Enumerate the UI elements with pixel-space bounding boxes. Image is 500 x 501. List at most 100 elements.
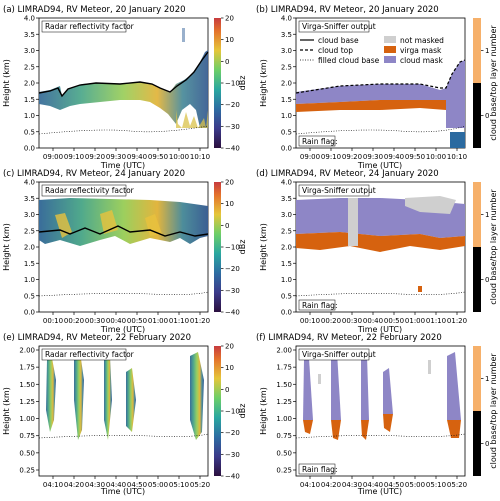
panel-b-legend: cloud base cloud top filled cloud base n…: [300, 36, 444, 65]
x-tick-label: 09:10: [321, 153, 341, 161]
colorbar-tick-label: 0: [225, 58, 229, 66]
panel-e-xlabel: Time (UTC): [100, 487, 145, 496]
y-tick-label: 2.0: [281, 244, 292, 252]
x-tick-label: 00:50: [384, 317, 404, 325]
panel-f-xlabel: Time (UTC): [357, 487, 402, 496]
x-tick-label: 04:50: [384, 481, 404, 489]
panel-c-ylabel: Height (km): [2, 223, 11, 271]
x-tick-label: 01:00: [405, 317, 425, 325]
panel-f-x-ticks: 04:10 04:20 04:30 04:40 04:50 05:00 05:10 05:20: [300, 476, 467, 489]
y-tick-label: 3.5: [24, 31, 35, 39]
legend-cloud-mask: cloud mask: [400, 56, 444, 65]
x-tick-label: 05:20: [447, 481, 467, 489]
panel-c-cloud: [39, 198, 208, 246]
y-tick-label: 0.5: [24, 128, 35, 136]
x-tick-label: 09:10: [64, 153, 84, 161]
y-tick-label: 1.50: [276, 381, 292, 389]
panel-a-title: (a) LIMRAD94, RV Meteor, 20 January 2020: [3, 5, 186, 15]
y-tick-label: 1.00: [276, 415, 292, 423]
panel-c-filled-base-line: [38, 291, 209, 297]
panel-a-xlabel: Time (UTC): [100, 161, 145, 170]
legend-not-masked: not masked: [400, 36, 444, 45]
colorbar-tick-label: 20: [225, 179, 234, 187]
panel-d-title: (d) LIMRAD94, RV Meteor, 24 January 2020: [256, 169, 439, 179]
colorbar-tick-label: −10: [225, 244, 240, 252]
panel-a-cloud: [39, 28, 208, 128]
y-tick-label: 0.0: [281, 309, 292, 317]
colorbar-tick-label: 10: [225, 36, 234, 44]
y-tick-label: 0.50: [19, 449, 35, 457]
panel-e-x-ticks: 04:10 04:20 04:30 04:40 04:50 05:00 05:10 05:20: [43, 476, 210, 489]
panel-f-rain-flag-label: Rain flag:: [302, 465, 337, 474]
panel-a-colorbar-ticks: 20 10 0 −10 −20 −30 −40: [221, 15, 240, 153]
x-tick-label: 00:20: [64, 317, 84, 325]
x-tick-label: 09:50: [148, 153, 168, 161]
x-tick-label: 00:50: [127, 317, 147, 325]
colorbar-tick-label: −10: [225, 80, 240, 88]
panel-b-colorbar-ticks: 10: [481, 47, 489, 120]
x-tick-label: 09:00: [43, 153, 63, 161]
x-tick-label: 09:20: [85, 153, 105, 161]
x-tick-label: 04:30: [85, 481, 105, 489]
y-tick-label: 1.5: [281, 96, 292, 104]
y-tick-label: 0.50: [276, 449, 292, 457]
colorbar-tick-label: 20: [225, 343, 234, 351]
panel-d: (d) LIMRAD94, RV Meteor, 24 January 2020…: [256, 169, 498, 334]
x-tick-label: 09:30: [106, 153, 126, 161]
panel-a-y-ticks: 0.0 0.5 1.0 1.5 2.0 2.5 3.0 3.5 4.0: [24, 15, 39, 153]
panel-a-box-label: Radar reflectivity factor: [45, 22, 135, 31]
panel-e-colorbar-ticks: 20 10 0 −10 −20 −30 −40: [221, 343, 240, 481]
x-tick-label: 00:30: [85, 317, 105, 325]
colorbar-tick-label: −10: [225, 408, 240, 416]
panel-d-colorbar-ticks: 10: [481, 211, 489, 284]
colorbar-tick-label: 0: [485, 440, 489, 448]
panel-b-y-ticks: 0.0 0.5 1.0 1.5 2.0 2.5 3.0 3.5 4.0: [281, 15, 296, 153]
panel-c-xlabel: Time (UTC): [100, 325, 145, 334]
panel-b-x-ticks: 09:00 09:10 09:20 09:30 09:40 09:50 10:00 10:10: [300, 148, 467, 161]
panel-f: (f) LIMRAD94, RV Meteor, 22 February 202…: [256, 333, 498, 496]
x-tick-label: 04:10: [300, 481, 320, 489]
y-tick-label: 1.75: [276, 364, 292, 372]
x-tick-label: 04:40: [106, 481, 126, 489]
x-tick-label: 05:10: [169, 481, 189, 489]
y-tick-label: 0.0: [281, 145, 292, 153]
legend-cloud-top: cloud top: [318, 46, 353, 55]
panel-c-colorbar: [214, 182, 221, 312]
y-tick-label: 2.5: [24, 227, 35, 235]
colorbar-tick-label: −30: [225, 287, 240, 295]
panel-b-ylabel: Height (km): [259, 59, 268, 107]
panel-c-x-ticks: 00:10 00:20 00:30 00:40 00:50 01:00 01:10 01:20: [43, 312, 210, 325]
colorbar-tick-label: 1: [485, 211, 489, 219]
colorbar-tick-label: −30: [225, 123, 240, 131]
y-tick-label: 2.0: [24, 244, 35, 252]
panel-d-filled-base-line: [295, 291, 466, 297]
panel-d-masks: [296, 196, 465, 292]
y-tick-label: 4.0: [24, 15, 35, 23]
panel-f-colorbar-label: cloud base/top layer number: [489, 353, 498, 469]
x-tick-label: 09:40: [127, 153, 147, 161]
legend-cloud-base: cloud base: [318, 36, 359, 45]
panel-b-frame: [295, 17, 466, 149]
y-tick-label: 1.25: [19, 398, 35, 406]
panel-f-box-label: Virga-Sniffer output: [302, 350, 376, 359]
colorbar-tick-label: −20: [225, 429, 240, 437]
x-tick-label: 00:10: [43, 317, 63, 325]
panel-e-box-label: Radar reflectivity factor: [45, 350, 135, 359]
panel-a-ylabel: Height (km): [2, 59, 11, 107]
colorbar-tick-label: 20: [225, 15, 234, 23]
x-tick-label: 09:00: [300, 153, 320, 161]
legend-filled-cloud-base: filled cloud base: [318, 56, 380, 65]
panel-e-colorbar-label: dBz: [238, 404, 247, 419]
y-tick-label: 0.5: [281, 292, 292, 300]
panel-d-ylabel: Height (km): [259, 223, 268, 271]
y-tick-label: 0.5: [281, 128, 292, 136]
x-tick-label: 04:30: [342, 481, 362, 489]
x-tick-label: 04:20: [321, 481, 341, 489]
x-tick-label: 01:10: [426, 317, 446, 325]
x-tick-label: 01:10: [169, 317, 189, 325]
panel-a-cloud-base-line: [38, 51, 209, 98]
panel-b-title: (b) LIMRAD94, RV Meteor, 20 January 2020: [256, 5, 439, 15]
x-tick-label: 05:00: [405, 481, 425, 489]
panel-f-y-ticks: 0.25 0.50 0.75 1.00 1.25 1.50 1.75 2.00: [276, 347, 296, 475]
panel-b-colorbar-label: cloud base/top layer number: [489, 25, 498, 141]
